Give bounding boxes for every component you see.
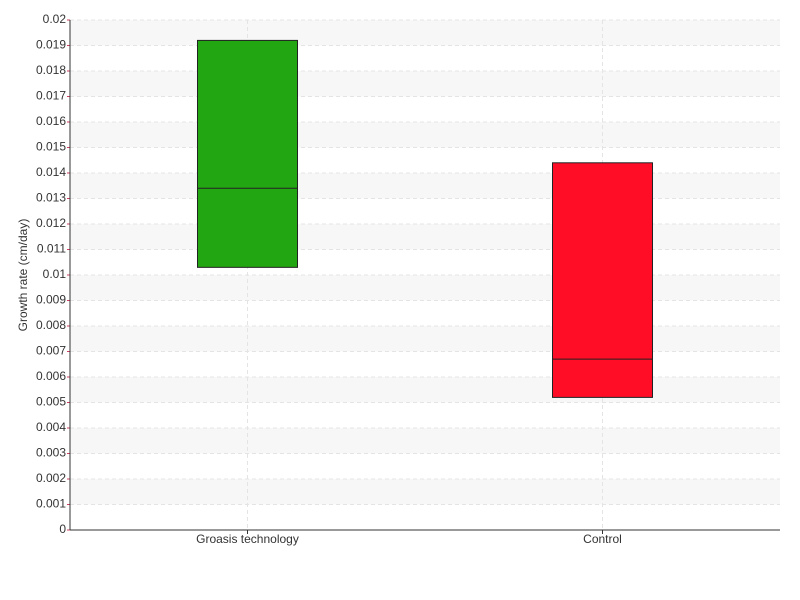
x-tick-label: Groasis technology [196, 532, 299, 546]
grid-band [70, 71, 780, 97]
y-tick-label: 0.01 [43, 267, 67, 281]
box [552, 162, 653, 398]
y-tick-label: 0.02 [43, 12, 67, 26]
grid-band [70, 173, 780, 199]
y-tick-label: 0.004 [36, 420, 66, 434]
y-tick-label: 0.006 [36, 369, 66, 383]
y-tick-label: 0.008 [36, 318, 66, 332]
y-tick-label: 0 [59, 522, 66, 536]
grid-band [70, 224, 780, 250]
y-tick-label: 0.011 [37, 242, 66, 256]
grid-band [70, 122, 780, 148]
grid-band [70, 428, 780, 454]
grid-band [70, 377, 780, 403]
y-tick-label: 0.015 [36, 140, 66, 154]
y-tick-label: 0.013 [36, 191, 66, 205]
grid-band [70, 20, 780, 46]
y-tick-label: 0.018 [36, 63, 66, 77]
y-tick-label: 0.019 [36, 38, 66, 52]
box [197, 39, 298, 268]
grid-band [70, 275, 780, 301]
y-tick-label: 0.009 [36, 293, 66, 307]
y-tick-label: 0.003 [36, 446, 66, 460]
grid-band [70, 479, 780, 505]
y-tick-label: 0.007 [36, 344, 66, 358]
y-tick-label: 0.016 [36, 114, 66, 128]
grid-band [70, 326, 780, 352]
y-tick-label: 0.001 [36, 497, 66, 511]
y-tick-label: 0.002 [36, 471, 66, 485]
y-tick-label: 0.012 [36, 216, 66, 230]
y-tick-label: 0.017 [36, 89, 66, 103]
y-tick-label: 0.005 [36, 395, 66, 409]
x-tick-label: Control [583, 532, 622, 546]
y-axis-label: Growth rate (cm/day) [16, 219, 30, 332]
y-tick-label: 0.014 [36, 165, 66, 179]
